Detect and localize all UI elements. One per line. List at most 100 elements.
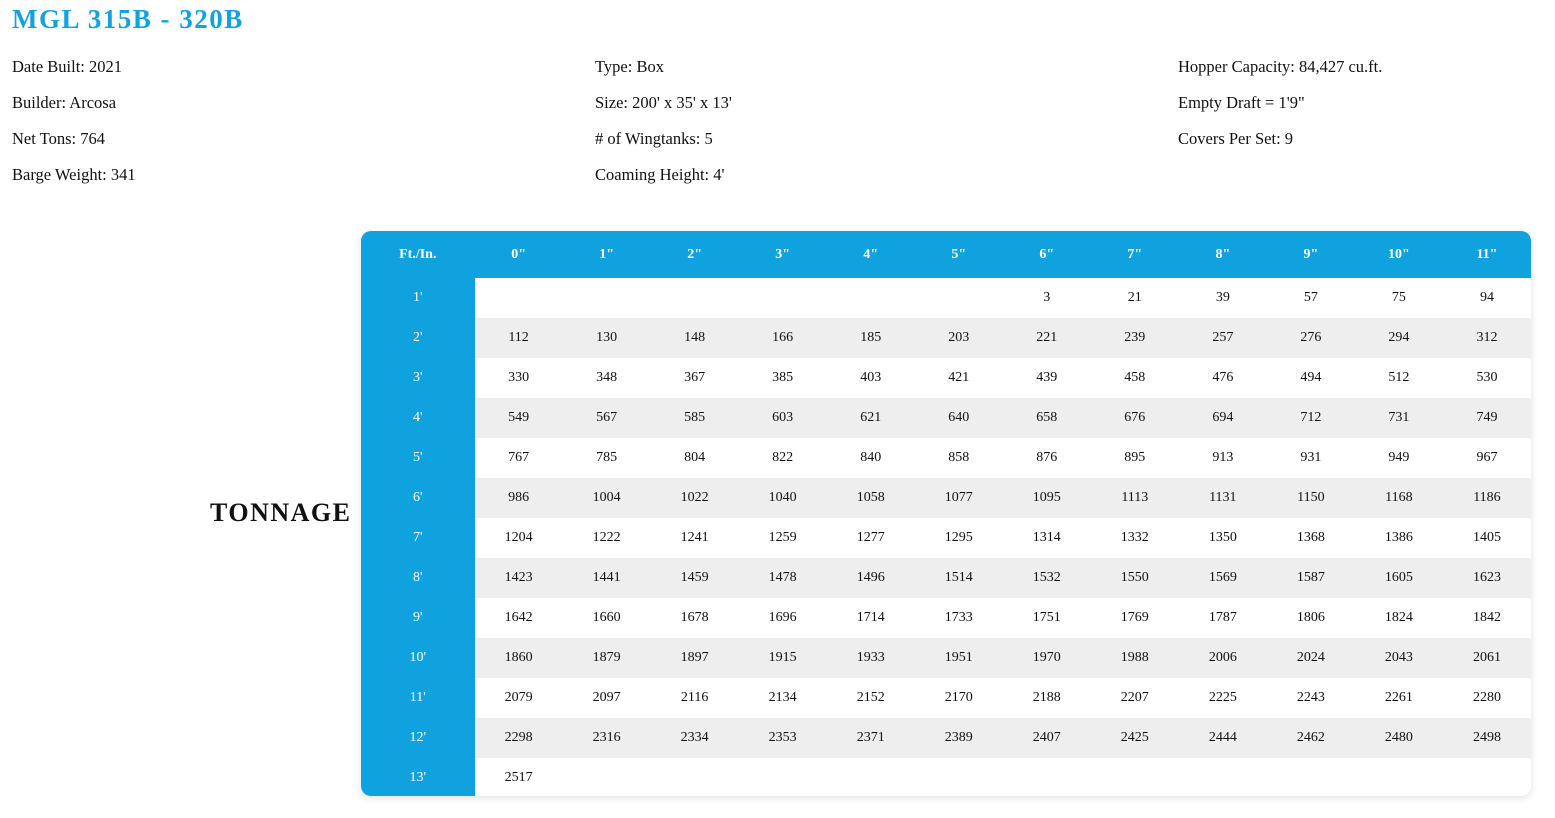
tonnage-cell: 312 [1442, 318, 1531, 358]
tonnage-cell: 2152 [856, 690, 885, 705]
page-title: MGL 315B - 320B [12, 4, 244, 34]
tonnage-cell: 913 [1212, 450, 1234, 465]
tonnage-cell [651, 758, 739, 796]
tonnage-cell: 1295 [944, 530, 973, 545]
tonnage-cell: 1879 [562, 638, 651, 678]
tonnage-cell: 512 [1388, 370, 1410, 385]
tonnage-cell [563, 758, 651, 796]
tonnage-cell: 2407 [1002, 718, 1091, 758]
header-inch: 10" [1354, 231, 1443, 278]
table-row: 8' 1423 1441 1459 1478 1496 1514 1532 1550 1569 15… [361, 558, 1531, 598]
tonnage-cell: 1368 [1296, 530, 1325, 545]
info-item: Covers Per Set: 9 [1178, 129, 1294, 148]
tonnage-cell: 1150 [1266, 478, 1355, 518]
info-column-1: Date Built: 2021 Builder: Arcosa Net Tons:… [12, 57, 136, 201]
info-column-2: Type: Box Size: 200' x 35' x 13' # of Wing… [595, 57, 732, 201]
tonnage-cell: 1550 [1090, 558, 1179, 598]
tonnage-cell: 603 [738, 398, 827, 438]
tonnage-cell [1355, 758, 1443, 796]
tonnage-cell: 621 [826, 398, 915, 438]
tonnage-cell: 949 [1388, 450, 1410, 465]
tonnage-cell: 2517 [504, 770, 533, 785]
tonnage-cell: 239 [1090, 318, 1179, 358]
tonnage-cell: 2389 [914, 718, 1003, 758]
tonnage-cell [827, 758, 915, 796]
row-header-ft: 4' [361, 398, 475, 438]
tonnage-cell: 2225 [1208, 690, 1237, 705]
tonnage-cell: 1714 [856, 610, 885, 625]
tonnage-cell: 1769 [1120, 610, 1149, 625]
header-inch: 2" [650, 231, 739, 278]
tonnage-cell: 148 [650, 318, 739, 358]
table-row: 1' 3 21 39 57 75 94 [361, 278, 1531, 318]
header-inch: 7" [1090, 231, 1179, 278]
header-inch: 9" [1266, 231, 1355, 278]
tonnage-cell: 1824 [1384, 610, 1413, 625]
table-row: 3' 330 348 367 385 403 421 439 458 476 494 512 530 [361, 358, 1531, 398]
tonnage-cell: 1022 [650, 478, 739, 518]
row-header-ft: 6' [361, 478, 475, 518]
tonnage-cell [1267, 758, 1355, 796]
header-inch: 6" [1002, 231, 1091, 278]
tonnage-cell [827, 278, 915, 318]
tonnage-cell: 2207 [1120, 690, 1149, 705]
tonnage-cell: 658 [1002, 398, 1091, 438]
tonnage-cell: 458 [1124, 370, 1146, 385]
row-header-ft: 2' [361, 318, 475, 358]
tonnage-cell: 2243 [1296, 690, 1325, 705]
tonnage-cell: 712 [1266, 398, 1355, 438]
tonnage-cell: 1514 [914, 558, 1003, 598]
tonnage-cell [475, 278, 563, 318]
tonnage-cell: 676 [1090, 398, 1179, 438]
table-row: 6' 986 1004 1022 1040 1058 1077 1095 1113 1131 115… [361, 478, 1531, 518]
tonnage-cell: 530 [1476, 370, 1498, 385]
tonnage-cell: 2134 [768, 690, 797, 705]
tonnage-cell: 330 [508, 370, 530, 385]
tonnage-cell: 749 [1442, 398, 1531, 438]
tonnage-cell: 2371 [826, 718, 915, 758]
tonnage-cell: 1478 [738, 558, 827, 598]
tonnage-cell: 2170 [944, 690, 973, 705]
header-inch: 0" [474, 231, 563, 278]
tonnage-cell: 2024 [1266, 638, 1355, 678]
table-row: 10' 1860 1879 1897 1915 1933 1951 1970 1988 2006 2… [361, 638, 1531, 678]
header-inch: 4" [826, 231, 915, 278]
tonnage-cell: 2079 [504, 690, 533, 705]
info-item: Size: 200' x 35' x 13' [595, 93, 732, 112]
tonnage-cell: 967 [1476, 450, 1498, 465]
tonnage-cell: 2334 [650, 718, 739, 758]
row-header-ft: 1' [361, 278, 475, 318]
tonnage-cell [1179, 758, 1267, 796]
tonnage-cell: 1259 [768, 530, 797, 545]
tonnage-cell: 1933 [826, 638, 915, 678]
header-inch: 11" [1442, 231, 1531, 278]
tonnage-cell: 2261 [1384, 690, 1413, 705]
tonnage-cell: 367 [684, 370, 706, 385]
tonnage-cell: 1970 [1002, 638, 1091, 678]
tonnage-cell: 1204 [504, 530, 533, 545]
tonnage-cell: 1004 [562, 478, 651, 518]
tonnage-cell: 439 [1036, 370, 1058, 385]
tonnage-cell: 75 [1391, 290, 1406, 305]
tonnage-cell: 1860 [474, 638, 563, 678]
tonnage-cell: 804 [684, 450, 706, 465]
row-header-ft: 3' [361, 358, 475, 398]
tonnage-cell: 876 [1036, 450, 1058, 465]
info-item: Empty Draft = 1'9" [1178, 93, 1305, 112]
tonnage-cell [651, 278, 739, 318]
header-inch: 3" [738, 231, 827, 278]
tonnage-cell: 785 [596, 450, 618, 465]
tonnage-cell: 1951 [914, 638, 1003, 678]
tonnage-cell: 1168 [1354, 478, 1443, 518]
tonnage-cell: 2316 [562, 718, 651, 758]
info-item: Coaming Height: 4' [595, 165, 725, 184]
tonnage-cell: 1988 [1090, 638, 1179, 678]
tonnage-cell: 1222 [592, 530, 621, 545]
info-item: Builder: Arcosa [12, 93, 117, 112]
tonnage-cell: 39 [1215, 290, 1230, 305]
table-row: 5' 767 785 804 822 840 858 876 895 913 931 949 967 [361, 438, 1531, 478]
tonnage-cell: 640 [914, 398, 1003, 438]
tonnage-cell: 2480 [1354, 718, 1443, 758]
tonnage-cell: 840 [860, 450, 882, 465]
tonnage-cell: 294 [1354, 318, 1443, 358]
